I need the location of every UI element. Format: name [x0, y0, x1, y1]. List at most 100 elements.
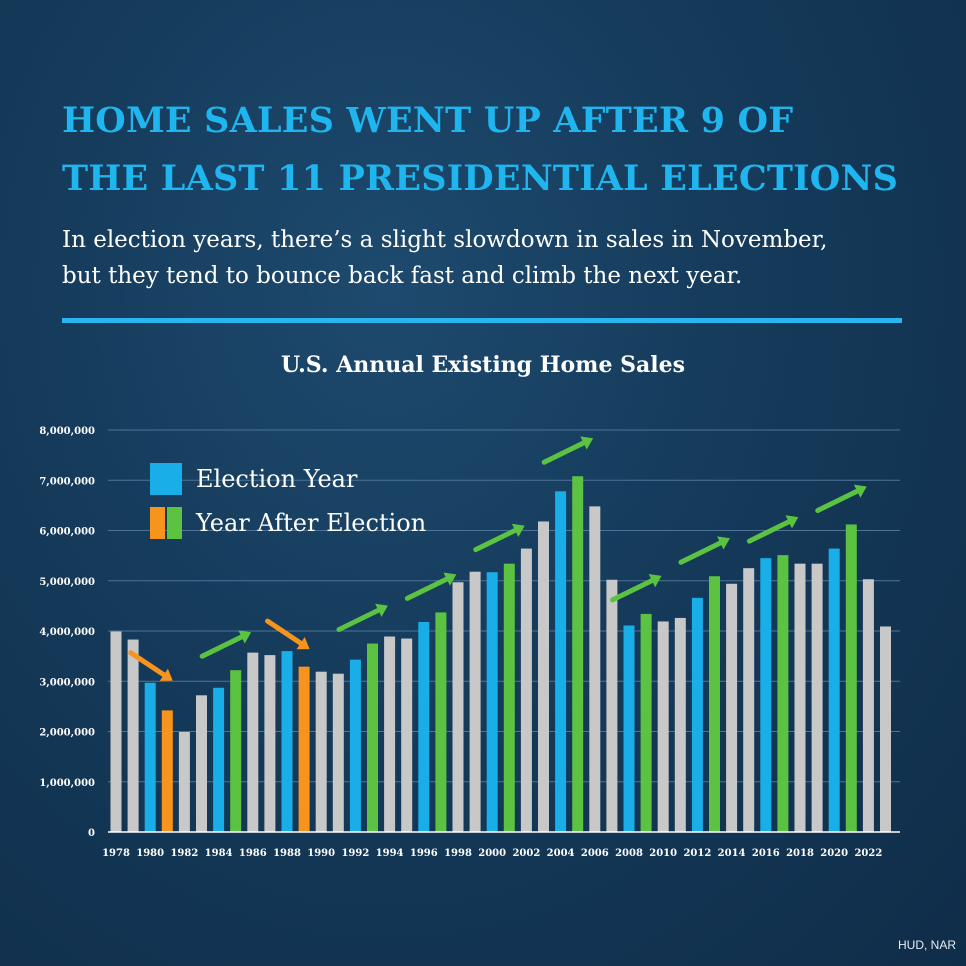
bar — [862, 579, 874, 832]
trend-arrowhead — [648, 574, 662, 588]
bar — [845, 524, 857, 832]
x-tick-label: 1990 — [307, 848, 335, 859]
x-tick-label: 1980 — [136, 848, 164, 859]
legend-swatch-after-up — [167, 507, 182, 539]
trend-arrowhead — [717, 536, 730, 550]
trend-arrow — [128, 650, 168, 679]
bar — [452, 582, 464, 832]
x-tick-label: 2006 — [581, 848, 609, 859]
bar — [315, 671, 327, 832]
bar — [538, 521, 549, 832]
bar — [247, 652, 259, 832]
legend-label-year-after: Year After Election — [196, 509, 427, 537]
bar — [880, 626, 891, 832]
bar — [674, 617, 686, 832]
x-tick-label: 1978 — [102, 848, 130, 859]
bar — [606, 579, 618, 832]
y-tick-label: 8,000,000 — [39, 426, 95, 437]
trend-arrowhead — [159, 668, 173, 681]
bar — [486, 572, 498, 832]
trend-arrowhead — [580, 436, 594, 450]
trend-arrow — [199, 633, 246, 659]
x-tick-label: 1998 — [444, 848, 472, 859]
legend-item-year-after: Year After Election — [150, 506, 426, 540]
trend-arrow — [815, 487, 862, 513]
subheadline-line-2: but they tend to bounce back fast and cl… — [62, 263, 743, 289]
bar — [349, 659, 361, 832]
x-tick-label: 2002 — [512, 848, 540, 859]
trend-arrow — [678, 539, 725, 565]
trend-arrowhead — [511, 523, 525, 537]
bar — [555, 491, 567, 832]
x-tick-label: 2022 — [854, 848, 882, 859]
x-tick-label: 2012 — [683, 848, 711, 859]
bar — [760, 558, 772, 832]
trend-arrow — [541, 439, 588, 465]
x-tick-label: 1984 — [205, 848, 233, 859]
bar — [657, 621, 669, 832]
bar — [418, 621, 430, 832]
trend-arrow — [746, 518, 793, 544]
bar — [777, 555, 789, 832]
bar — [384, 636, 396, 832]
bar — [264, 655, 276, 832]
bar — [743, 568, 755, 832]
y-tick-label: 2,000,000 — [39, 728, 95, 739]
y-tick-label: 1,000,000 — [39, 778, 95, 789]
subheadline: In election years, there’s a slight slow… — [62, 222, 922, 294]
trend-arrow — [473, 527, 520, 553]
bar — [572, 476, 584, 832]
bar — [298, 666, 310, 832]
bar — [691, 597, 703, 832]
bar — [281, 651, 293, 832]
bar — [794, 563, 806, 832]
bar — [623, 625, 635, 832]
bar — [161, 710, 173, 832]
bar — [230, 670, 242, 832]
bar — [709, 576, 720, 832]
y-tick-label: 4,000,000 — [39, 627, 95, 638]
legend: Election Year Year After Election — [150, 462, 426, 550]
trend-arrow — [610, 577, 656, 603]
source-credit: HUD, NAR — [897, 938, 956, 952]
legend-item-election-year: Election Year — [150, 462, 426, 496]
bar — [213, 687, 225, 832]
bar — [332, 673, 344, 832]
x-tick-label: 2020 — [820, 848, 848, 859]
bar — [828, 548, 840, 832]
chart-title: U.S. Annual Existing Home Sales — [280, 352, 686, 378]
headline-line-2: THE LAST 11 PRESIDENTIAL ELECTIONS — [62, 158, 899, 199]
trend-arrow — [336, 607, 383, 633]
trend-arrowhead — [238, 630, 252, 644]
trend-arrowhead — [296, 637, 310, 650]
x-tick-label: 2010 — [649, 848, 677, 859]
trend-arrow — [404, 575, 451, 601]
legend-swatch-after-down — [150, 507, 165, 539]
x-tick-label: 1982 — [170, 848, 198, 859]
headline: HOME SALES WENT UP AFTER 9 OF THE LAST 1… — [62, 92, 922, 208]
y-tick-label: 0 — [88, 828, 95, 839]
x-tick-label: 2014 — [718, 848, 746, 859]
bar — [401, 638, 413, 832]
bar — [435, 612, 447, 832]
trend-arrowhead — [443, 572, 457, 586]
bar — [811, 563, 823, 832]
x-tick-label: 2008 — [615, 848, 643, 859]
trend-arrowhead — [375, 603, 388, 617]
bar — [640, 613, 652, 832]
y-tick-label: 5,000,000 — [39, 577, 95, 588]
bar — [178, 732, 190, 832]
x-tick-label: 2018 — [786, 848, 814, 859]
trend-arrowhead — [853, 484, 867, 498]
x-tick-label: 1994 — [376, 848, 404, 859]
trend-arrow — [265, 618, 305, 647]
trend-arrowhead — [785, 515, 799, 529]
bar — [520, 548, 532, 832]
x-tick-label: 2016 — [752, 848, 780, 859]
bar — [144, 682, 156, 832]
x-tick-label: 2000 — [478, 848, 506, 859]
y-tick-label: 7,000,000 — [39, 476, 95, 487]
x-tick-label: 2004 — [547, 848, 575, 859]
y-tick-label: 3,000,000 — [39, 677, 95, 688]
